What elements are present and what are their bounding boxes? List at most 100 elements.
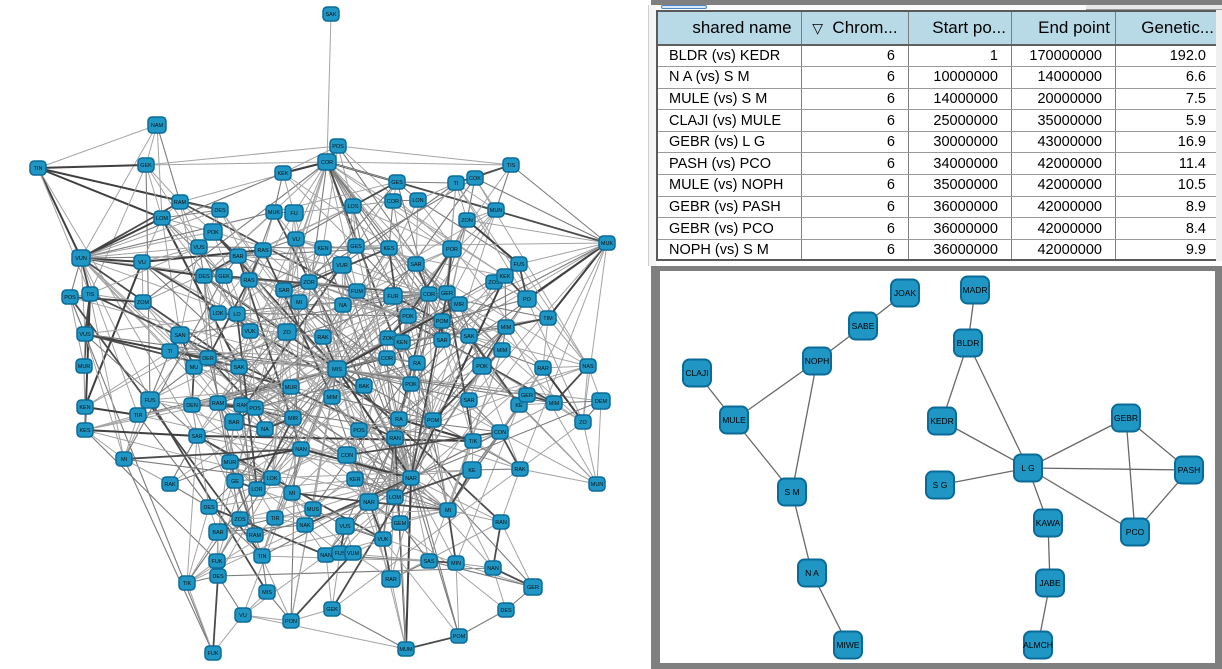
svg-text:COK: COK [469, 176, 481, 182]
svg-text:SAR: SAR [436, 338, 447, 344]
svg-text:SAR: SAR [463, 398, 474, 404]
svg-text:KEK: KEK [499, 274, 510, 280]
svg-text:VU: VU [138, 260, 146, 266]
svg-text:RAN: RAN [495, 520, 507, 526]
svg-text:TIS: TIS [86, 292, 95, 298]
svg-text:S M: S M [784, 487, 799, 497]
svg-text:BAR: BAR [212, 530, 223, 536]
svg-text:S G: S G [933, 480, 948, 490]
svg-text:NAM: NAM [151, 123, 164, 129]
svg-text:VUS: VUS [193, 245, 205, 251]
svg-text:VUS: VUS [339, 524, 351, 530]
svg-text:SAN: SAN [174, 333, 185, 339]
svg-text:BLDR: BLDR [957, 338, 980, 348]
svg-text:VUK: VUK [377, 537, 389, 543]
svg-text:GER: GER [527, 585, 539, 591]
svg-text:GES: GES [391, 180, 403, 186]
svg-text:FUR: FUR [387, 294, 398, 300]
svg-text:RA: RA [413, 361, 421, 367]
svg-text:FUK: FUK [212, 559, 223, 565]
svg-text:NOPH: NOPH [805, 356, 830, 366]
svg-text:TIS: TIS [507, 163, 516, 169]
svg-text:SAK: SAK [233, 365, 244, 371]
svg-text:ZOM: ZOM [137, 300, 150, 306]
svg-text:LOR: LOR [251, 487, 262, 493]
svg-text:DES: DES [212, 574, 224, 580]
svg-text:FUK: FUK [208, 651, 219, 657]
svg-text:POM: POM [436, 319, 449, 325]
svg-text:DES: DES [214, 208, 226, 214]
svg-text:VUM: VUM [347, 551, 360, 557]
svg-text:RAM: RAM [174, 200, 187, 206]
svg-text:MI: MI [296, 300, 303, 306]
svg-text:DES: DES [198, 274, 210, 280]
svg-text:TIK: TIK [469, 439, 478, 445]
svg-text:NAR: NAR [405, 476, 417, 482]
svg-text:MUR: MUR [224, 460, 237, 466]
svg-text:ZOK: ZOK [382, 336, 394, 342]
svg-text:MIS: MIS [332, 367, 342, 373]
svg-text:COR: COR [381, 356, 393, 362]
svg-text:KEN: KEN [79, 405, 90, 411]
svg-text:KER: KER [349, 477, 360, 483]
svg-text:POK: POK [476, 364, 488, 370]
svg-text:ZO: ZO [283, 330, 291, 336]
svg-text:BAR: BAR [228, 420, 239, 426]
svg-text:COR: COR [387, 199, 399, 205]
svg-text:SAR: SAR [410, 262, 421, 268]
svg-text:NAS: NAS [582, 364, 594, 370]
svg-text:GEK: GEK [140, 163, 152, 169]
svg-text:ZO: ZO [579, 420, 587, 426]
svg-text:RAS: RAS [243, 278, 255, 284]
svg-text:RAK: RAK [514, 467, 526, 473]
svg-text:DES: DES [500, 608, 512, 614]
svg-text:LOM: LOM [156, 216, 168, 222]
svg-text:TI: TI [454, 181, 459, 187]
svg-text:MUR: MUR [285, 385, 298, 391]
svg-text:RAR: RAR [385, 577, 397, 583]
svg-text:MIS: MIS [262, 590, 272, 596]
svg-text:MIM: MIM [497, 348, 508, 354]
svg-text:CON: CON [341, 453, 353, 459]
svg-text:RAM: RAM [212, 401, 225, 407]
svg-text:SAR: SAR [191, 434, 202, 440]
svg-text:RAS: RAS [257, 248, 269, 254]
svg-text:COR: COR [321, 160, 333, 166]
svg-text:TIM: TIM [543, 316, 553, 322]
svg-text:MIR: MIR [288, 416, 298, 422]
svg-text:POS: POS [64, 295, 76, 301]
svg-text:MUS: MUS [307, 507, 320, 513]
svg-text:LOS: LOS [347, 204, 358, 210]
svg-text:NAR: NAR [363, 500, 375, 506]
svg-text:KEN: KEN [396, 340, 407, 346]
svg-text:MI: MI [121, 457, 128, 463]
svg-text:MUK: MUK [601, 241, 614, 247]
svg-text:LON: LON [412, 198, 423, 204]
svg-text:N A: N A [805, 568, 819, 578]
svg-text:SABE: SABE [852, 321, 875, 331]
svg-text:RAM: RAM [249, 533, 262, 539]
svg-text:DER: DER [202, 356, 214, 362]
svg-text:MADR: MADR [962, 285, 987, 295]
svg-text:POM: POM [453, 634, 466, 640]
svg-text:TIN: TIN [258, 554, 267, 560]
svg-text:GEM: GEM [394, 521, 407, 527]
svg-text:PCO: PCO [1126, 527, 1145, 537]
svg-text:NA: NA [261, 427, 269, 433]
svg-text:TIR: TIR [134, 413, 143, 419]
svg-text:GEK: GEK [326, 607, 338, 613]
svg-text:GE: GE [231, 479, 239, 485]
svg-text:KEK: KEK [277, 171, 288, 177]
svg-text:MUN: MUN [591, 482, 604, 488]
svg-text:RAK: RAK [317, 335, 329, 341]
svg-text:ALMCH: ALMCH [1023, 640, 1053, 650]
svg-text:VUK: VUK [244, 329, 256, 335]
svg-text:POK: POK [207, 230, 219, 236]
svg-text:SAR: SAR [278, 288, 289, 294]
svg-text:POS: POS [332, 144, 344, 150]
svg-text:BAR: BAR [232, 254, 243, 260]
svg-text:TI: TI [168, 349, 173, 355]
svg-text:SAS: SAS [423, 559, 434, 565]
svg-text:RAN: RAN [389, 436, 401, 442]
svg-text:POK: POK [402, 314, 414, 320]
